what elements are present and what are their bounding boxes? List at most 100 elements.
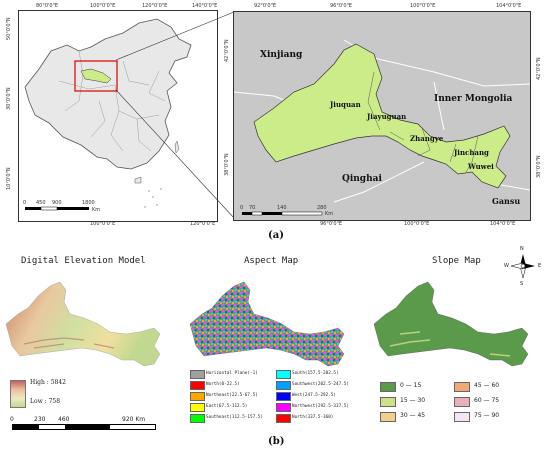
dem-low-label: Low : 758 xyxy=(30,398,61,405)
china-lon-bottom-100: 100°0'0"E xyxy=(90,221,116,227)
slope-swatch-5 xyxy=(454,397,470,407)
hexi-corridor-map: Xinjiang Inner Mongolia Qinghai Gansu Ji… xyxy=(233,11,531,221)
hexi-lat-right-38: 38°0'0"N xyxy=(536,155,542,178)
province-border-lines xyxy=(234,39,530,203)
aspect-label-10: North(337.5-360) xyxy=(292,415,334,420)
china-map-svg xyxy=(24,18,192,211)
region-label-xinjiang: Xinjiang xyxy=(260,50,303,60)
china-lon-top-100: 100°0'0"E xyxy=(90,3,116,9)
dem-map xyxy=(5,281,161,367)
hexi-map-svg xyxy=(234,39,530,216)
hexi-scale-0: 0 xyxy=(240,205,244,211)
china-lat-10: 10°0'0"N xyxy=(6,167,12,190)
aspect-label-1: Horizontal Plane(-1) xyxy=(206,371,258,376)
city-label-jinchang: Jinchang xyxy=(454,148,489,157)
hexi-scale-280: 280 xyxy=(317,205,327,211)
aspect-legend: Horizontal Plane(-1) North(0-22.5) North… xyxy=(190,370,360,426)
slope-swatch-3 xyxy=(380,412,396,422)
south-sea-islands xyxy=(144,188,162,208)
compass-rose-icon xyxy=(510,254,535,279)
aspect-swatch-1 xyxy=(190,370,205,379)
city-label-wuwei: Wuwei xyxy=(468,162,494,171)
caption-b: (b) xyxy=(268,436,285,447)
dem-region xyxy=(5,281,161,367)
aspect-swatch-3 xyxy=(190,392,205,401)
aspect-swatch-9 xyxy=(276,403,291,412)
hexi-scale-140: 140 xyxy=(277,205,287,211)
city-label-jiayuguan: Jiayuguan xyxy=(367,112,407,121)
slope-legend: 0 — 15 15 — 30 30 — 45 45 — 60 60 — 75 7… xyxy=(380,382,520,426)
aspect-label-7: Southwest(202.5-247.5) xyxy=(292,382,349,387)
hexi-lat-left-42: 42°0'0"N xyxy=(224,39,230,62)
china-scale-900: 900 xyxy=(52,200,62,206)
hexi-lat-left-38: 38°0'0"N xyxy=(224,153,230,176)
slope-swatch-2 xyxy=(380,397,396,407)
china-scale-unit: Km xyxy=(92,207,101,213)
hexi-lon-top-92: 92°0'0"E xyxy=(254,3,277,9)
china-scale-bar xyxy=(25,206,89,211)
slope-label-5: 60 — 75 xyxy=(474,397,500,404)
region-label-qinghai: Qinghai xyxy=(342,174,382,184)
city-borders xyxy=(367,71,479,173)
aspect-swatch-2 xyxy=(190,381,205,390)
region-label-inner-mongolia: Inner Mongolia xyxy=(434,94,513,104)
slope-label-4: 45 — 60 xyxy=(474,382,500,389)
aspect-label-6: South(157.5-202.5) xyxy=(292,371,339,376)
study-area-box xyxy=(74,60,118,92)
dem-legend-gradient xyxy=(10,380,26,408)
compass-e: E xyxy=(538,263,542,269)
compass-w: W xyxy=(504,263,509,269)
china-outline xyxy=(24,18,192,170)
dem-scale-460: 460 xyxy=(58,416,70,423)
aspect-region xyxy=(189,281,345,367)
hexi-lon-top-96: 96°0'0"E xyxy=(330,3,353,9)
aspect-label-3: Northeast(22.5-67.5) xyxy=(206,393,258,398)
hexi-scale-unit: Km xyxy=(325,211,334,217)
slope-swatch-1 xyxy=(380,382,396,392)
china-lon-bottom-120: 120°0'0"E xyxy=(190,221,216,227)
dem-mountain-texture xyxy=(23,337,115,349)
compass-s: S xyxy=(520,281,524,287)
aspect-swatch-4 xyxy=(190,403,205,412)
city-label-jiuquan: Jiuquan xyxy=(330,100,361,109)
aspect-swatch-8 xyxy=(276,392,291,401)
dem-scale-bar xyxy=(12,424,156,430)
slope-swatch-6 xyxy=(454,412,470,422)
dem-title: Digital Elevation Model xyxy=(21,256,146,266)
china-scale-1800: 1800 xyxy=(82,200,95,206)
hexi-scale-70: 70 xyxy=(249,205,256,211)
hexi-lon-bottom-96: 96°0'0"E xyxy=(320,221,343,227)
slope-region xyxy=(373,281,529,367)
city-label-zhangye: Zhangye xyxy=(410,134,444,143)
hexi-scale-bar xyxy=(242,211,323,216)
aspect-map xyxy=(189,281,345,367)
taiwan-island xyxy=(174,140,180,154)
aspect-swatch-5 xyxy=(190,414,205,423)
slope-label-2: 15 — 30 xyxy=(400,397,426,404)
slope-title: Slope Map xyxy=(432,256,481,266)
china-scale-450: 450 xyxy=(36,200,46,206)
study-area-highlight xyxy=(80,68,112,84)
china-overview-map: 0 450 900 1800 Km xyxy=(18,10,218,222)
hainan-island xyxy=(134,176,142,184)
aspect-title: Aspect Map xyxy=(244,256,299,266)
china-lon-top-120: 120°0'0"E xyxy=(142,3,168,9)
china-lat-50: 50°0'0"N xyxy=(6,17,12,40)
slope-swatch-4 xyxy=(454,382,470,392)
hexi-lat-right-42: 42°0'0"N xyxy=(536,57,542,80)
slope-label-3: 30 — 45 xyxy=(400,412,426,419)
aspect-label-9: Northwest(292.5-337.5) xyxy=(292,404,349,409)
hexi-lon-bottom-104: 104°0'0"E xyxy=(490,221,516,227)
region-label-gansu: Gansu xyxy=(492,196,521,206)
compass-n: N xyxy=(520,246,524,252)
aspect-label-8: West(247.5-292.5) xyxy=(292,393,336,398)
slope-label-1: 0 — 15 xyxy=(400,382,422,389)
slope-steep-texture xyxy=(389,331,511,357)
slope-label-6: 75 — 90 xyxy=(474,412,500,419)
hexi-lon-bottom-100: 100°0'0"E xyxy=(404,221,430,227)
china-lon-top-80: 80°0'0"E xyxy=(36,3,59,9)
dem-scale-920: 920 Km xyxy=(122,416,146,423)
china-scale-0: 0 xyxy=(23,200,27,206)
hexi-lon-top-100: 100°0'0"E xyxy=(410,3,436,9)
aspect-swatch-10 xyxy=(276,414,291,423)
